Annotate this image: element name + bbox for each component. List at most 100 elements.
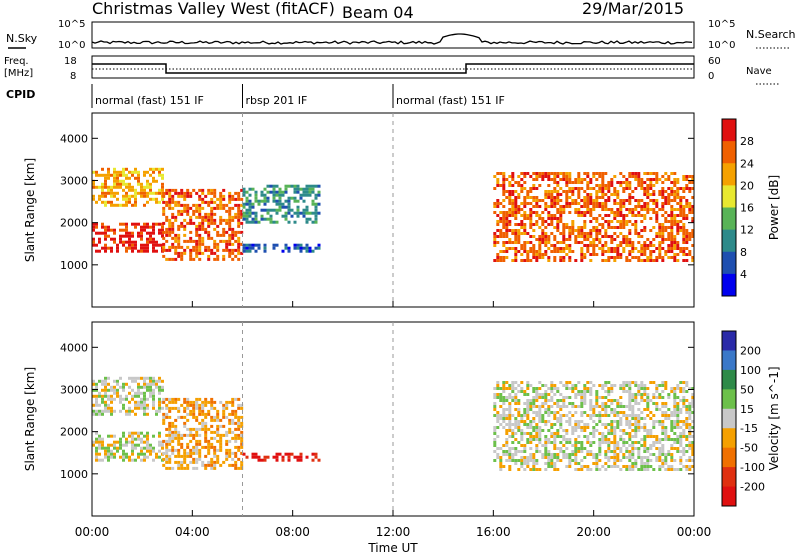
echo-cell	[631, 456, 635, 459]
echo-cell	[161, 188, 164, 192]
echo-cell	[225, 245, 229, 249]
echo-cell	[228, 221, 232, 225]
echo-cell	[225, 218, 229, 222]
echo-cell	[550, 178, 554, 181]
echo-cell	[180, 203, 184, 207]
echo-cell	[140, 397, 143, 401]
echo-cell	[607, 432, 611, 435]
echo-cell	[104, 234, 107, 238]
echo-cell	[688, 441, 692, 444]
echo-cell	[213, 212, 217, 216]
echo-cell	[231, 218, 235, 222]
echo-cell	[168, 200, 172, 204]
echo-cell	[231, 251, 235, 255]
echo-cell	[637, 402, 641, 405]
echo-cell	[685, 229, 689, 232]
echo-cell	[619, 420, 623, 423]
echo-cell	[601, 187, 605, 190]
echo-cell	[682, 250, 686, 253]
echo-cell	[544, 235, 548, 238]
echo-cell	[637, 232, 641, 235]
echo-cell	[266, 199, 270, 203]
echo-cell	[592, 202, 596, 205]
echo-cell	[505, 396, 509, 399]
echo-cell	[231, 248, 235, 252]
echo-cell	[556, 229, 560, 232]
echo-cell	[240, 433, 244, 437]
echo-cell	[637, 453, 641, 456]
echo-cell	[219, 463, 223, 467]
echo-cell	[119, 228, 122, 232]
echo-cell	[634, 426, 638, 429]
echo-cell	[688, 459, 692, 462]
echo-cell	[168, 433, 172, 437]
colorbar-swatch	[722, 447, 736, 468]
echo-cell	[664, 226, 668, 229]
echo-cell	[149, 225, 152, 229]
echo-cell	[619, 211, 623, 214]
echo-cell	[502, 187, 506, 190]
echo-cell	[260, 217, 264, 221]
echo-cell	[571, 229, 575, 232]
echo-cell	[598, 396, 602, 399]
echo-cell	[643, 417, 647, 420]
echo-cell	[143, 203, 146, 207]
echo-cell	[228, 209, 232, 213]
echo-cell	[174, 430, 178, 434]
echo-cell	[658, 465, 662, 468]
echo-cell	[95, 243, 98, 247]
echo-cell	[228, 448, 232, 452]
echo-cell	[592, 226, 596, 229]
echo-cell	[658, 441, 662, 444]
echo-cell	[661, 181, 665, 184]
echo-cell	[204, 194, 208, 198]
echo-cell	[577, 441, 581, 444]
echo-cell	[508, 429, 512, 432]
echo-cell	[559, 447, 563, 450]
echo-cell	[201, 251, 205, 255]
echo-cell	[113, 170, 116, 174]
echo-cell	[248, 249, 252, 253]
echo-cell	[628, 450, 632, 453]
echo-cell	[493, 441, 497, 444]
echo-cell	[162, 242, 166, 246]
echo-cell	[140, 234, 143, 238]
echo-cell	[613, 456, 617, 459]
echo-cell	[631, 172, 635, 175]
echo-cell	[119, 443, 122, 447]
echo-cell	[583, 456, 587, 459]
echo-cell	[186, 463, 190, 467]
echo-cell	[502, 199, 506, 202]
echo-cell	[580, 405, 584, 408]
echo-cell	[574, 202, 578, 205]
echo-cell	[125, 185, 128, 189]
echo-cell	[210, 251, 214, 255]
echo-cell	[122, 194, 125, 198]
echo-cell	[131, 394, 134, 398]
echo-cell	[559, 393, 563, 396]
echo-cell	[688, 408, 692, 411]
echo-cell	[679, 208, 683, 211]
echo-cell	[676, 441, 680, 444]
echo-cell	[535, 438, 539, 441]
echo-cell	[655, 235, 659, 238]
echo-cell	[275, 452, 279, 456]
echo-cell	[652, 396, 656, 399]
echo-cell	[622, 190, 626, 193]
echo-cell	[634, 396, 638, 399]
echo-cell	[287, 246, 291, 250]
echo-cell	[577, 172, 581, 175]
echo-cell	[174, 191, 178, 195]
echo-cell	[643, 190, 647, 193]
echo-cell	[610, 402, 614, 405]
echo-cell	[242, 452, 246, 456]
echo-cell	[682, 435, 686, 438]
echo-cell	[499, 184, 503, 187]
echo-cell	[646, 405, 650, 408]
echo-cell	[143, 376, 146, 380]
echo-cell	[643, 253, 647, 256]
echo-cell	[204, 424, 208, 428]
echo-cell	[583, 387, 587, 390]
echo-cell	[643, 214, 647, 217]
echo-cell	[177, 194, 181, 198]
